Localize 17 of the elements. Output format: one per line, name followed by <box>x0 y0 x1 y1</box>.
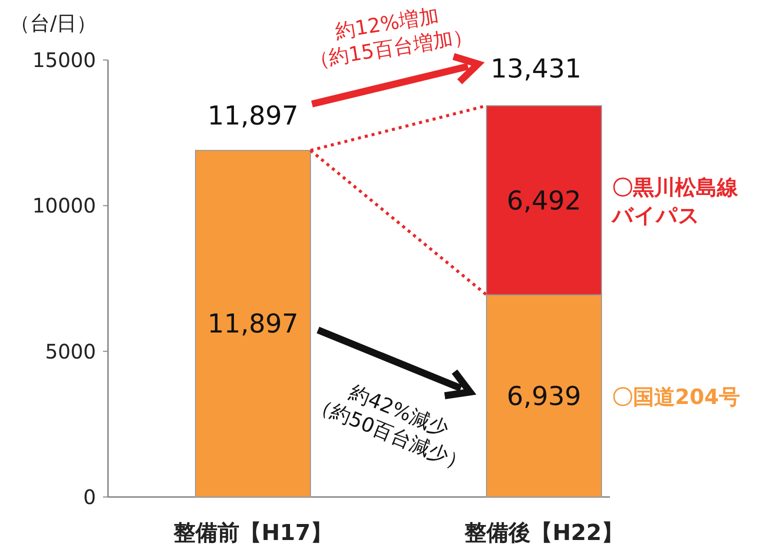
total-label: 11,897 <box>208 101 298 132</box>
series-label: 〇国道204号 <box>612 384 740 409</box>
y-axis-title: （台/日） <box>10 11 97 35</box>
total-label: 13,431 <box>490 54 582 85</box>
annotation: 約12%増加 （約15百台増加） <box>307 3 475 73</box>
y-tick-label: 0 <box>83 485 96 509</box>
x-tick-label: 整備後【H22】 <box>463 521 624 546</box>
series-label: 〇黒川松島線バイパス <box>611 175 739 228</box>
x-tick-label: 整備前【H17】 <box>172 521 333 546</box>
y-tick-label: 15000 <box>32 48 96 72</box>
y-tick-label: 10000 <box>32 194 96 218</box>
bar <box>195 150 311 498</box>
data-label: 6,492 <box>506 186 582 216</box>
y-tick-label: 5000 <box>45 339 96 364</box>
data-label: 6,939 <box>506 382 582 412</box>
data-label: 11,897 <box>208 310 298 340</box>
annotation: 約42%減少 （約50百台減少） <box>308 380 471 476</box>
